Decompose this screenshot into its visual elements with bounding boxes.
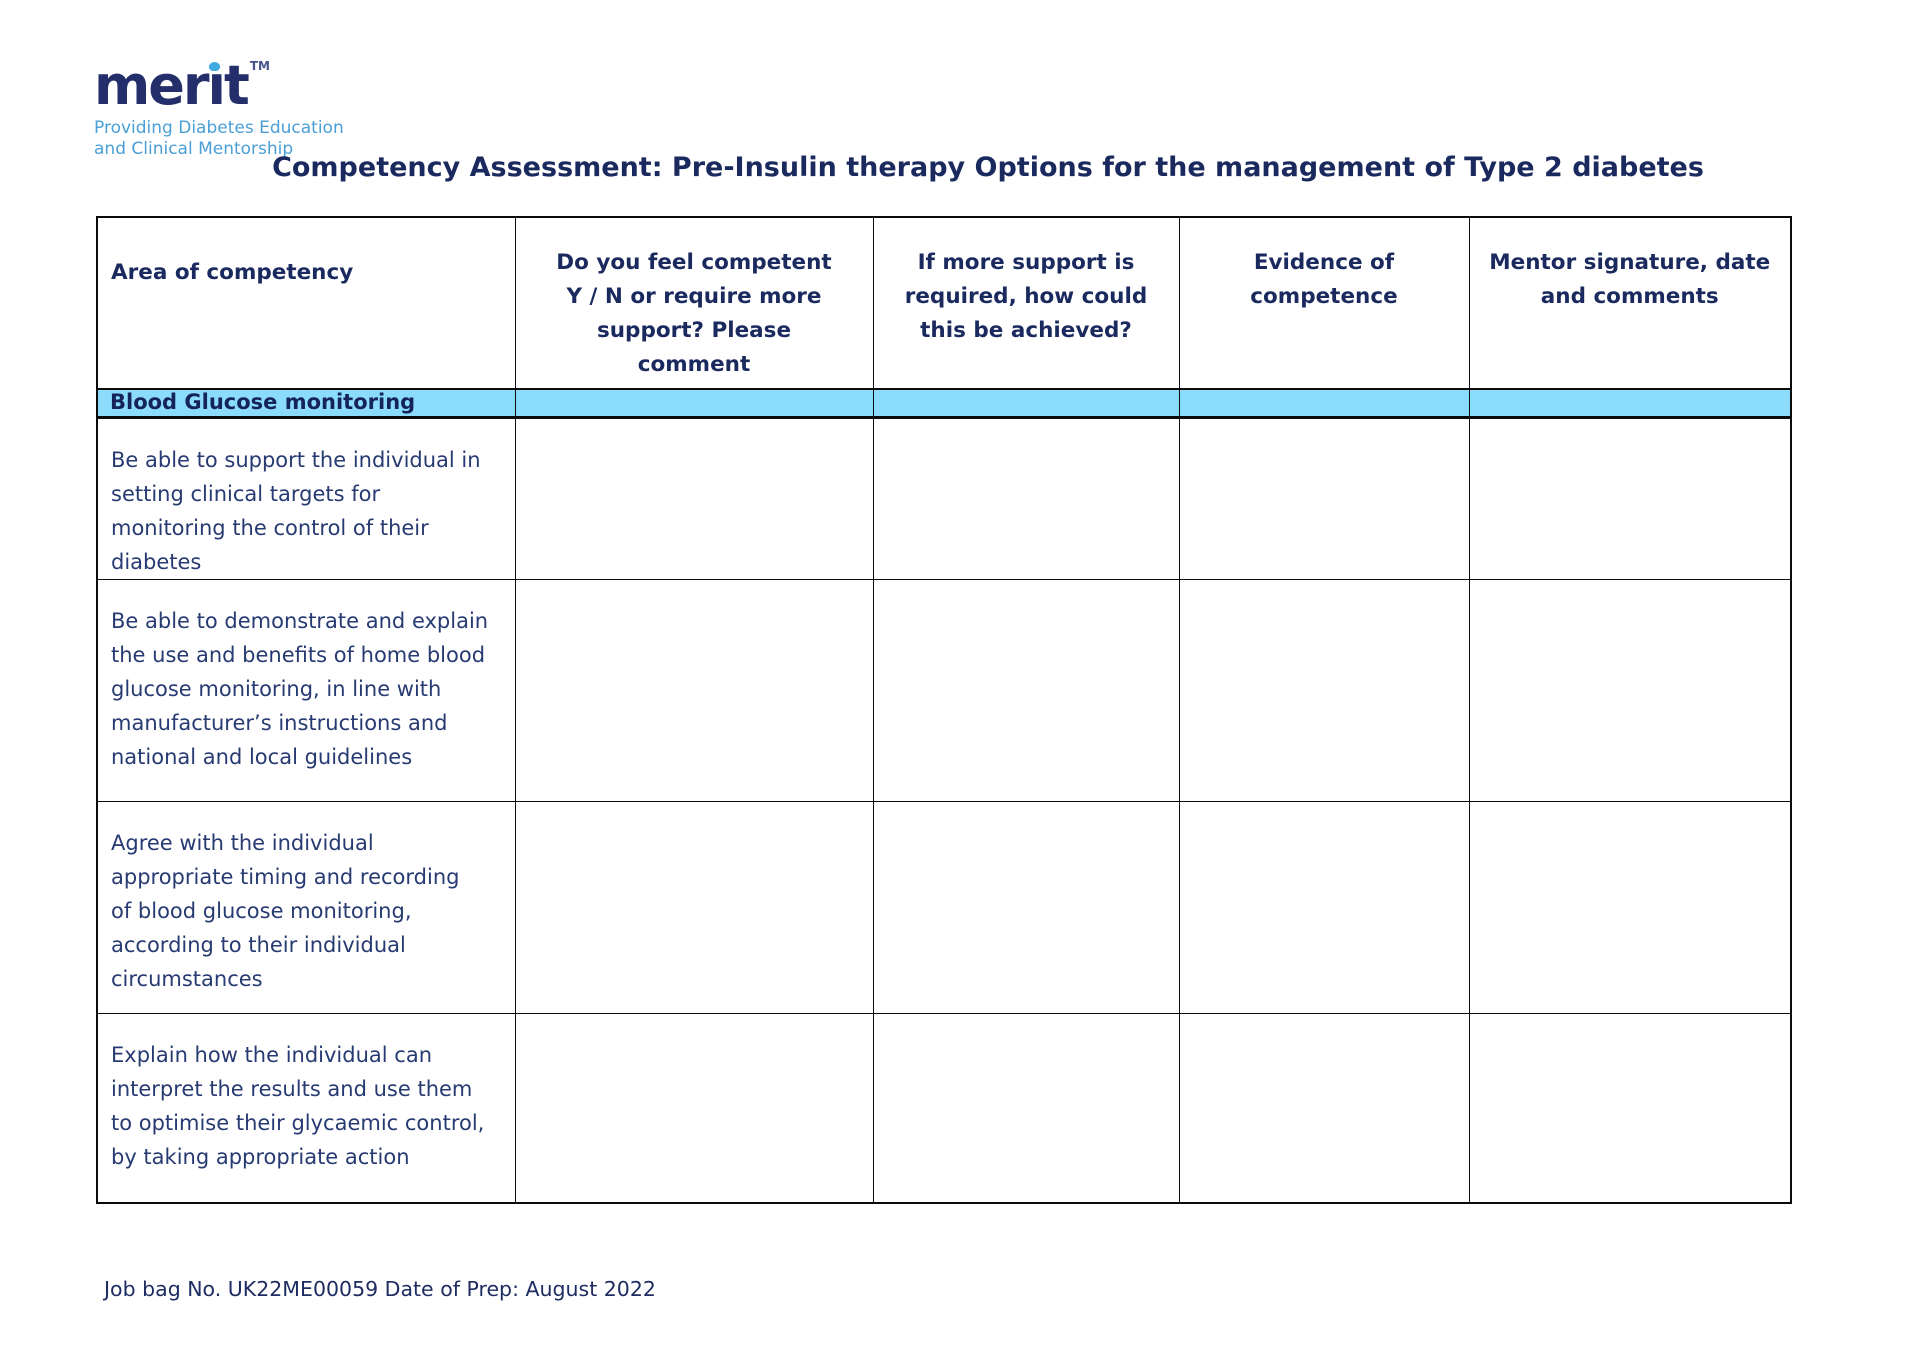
merit-logo: merı t TM Providing Diabetes Education and… — [94, 56, 344, 160]
empty-response-cell — [872, 1012, 1180, 1204]
header-feel-competent: Do you feel competent Y / N or require m… — [514, 216, 874, 390]
empty-response-cell — [1468, 1012, 1792, 1204]
logo-tagline: Providing Diabetes Education and Clinica… — [94, 118, 344, 160]
competency-text: Explain how the individual can interpret… — [96, 1012, 516, 1204]
logo-letter-i: ı — [208, 56, 226, 115]
competency-text: Be able to support the individual in set… — [96, 416, 516, 580]
logo-text-mer: mer — [94, 54, 210, 117]
competency-text: Agree with the individual appropriate ti… — [96, 800, 516, 1014]
section-row-blood-glucose: Blood Glucose monitoring — [96, 388, 1792, 419]
empty-response-cell — [514, 578, 874, 802]
page-title: Competency Assessment: Pre-Insulin thera… — [272, 152, 1704, 183]
merit-logo-wordmark: merı t TM — [94, 56, 344, 115]
empty-response-cell — [1178, 416, 1470, 580]
job-bag-footer: Job bag No. UK22ME00059 Date of Prep: Au… — [104, 1277, 656, 1301]
competency-text: Be able to demonstrate and explain the u… — [96, 578, 516, 802]
empty-response-cell — [1468, 416, 1792, 580]
section-title: Blood Glucose monitoring — [96, 388, 516, 419]
empty-response-cell — [514, 416, 874, 580]
table-row: Explain how the individual can interpret… — [96, 1012, 1792, 1204]
table-row: Be able to support the individual in set… — [96, 416, 1792, 580]
empty-response-cell — [1178, 578, 1470, 802]
section-empty-cell — [514, 388, 874, 419]
empty-response-cell — [872, 578, 1180, 802]
table-header-row: Area of competency Do you feel competent… — [96, 216, 1792, 390]
empty-response-cell — [872, 416, 1180, 580]
logo-i-dot-icon — [208, 62, 220, 71]
empty-response-cell — [872, 800, 1180, 1014]
section-empty-cell — [1468, 388, 1792, 419]
competency-table: Area of competency Do you feel competent… — [96, 216, 1792, 1204]
empty-response-cell — [514, 800, 874, 1014]
section-empty-cell — [872, 388, 1180, 419]
header-mentor-signature: Mentor signature, date and comments — [1468, 216, 1792, 390]
logo-text-t: t — [224, 54, 250, 117]
empty-response-cell — [514, 1012, 874, 1204]
empty-response-cell — [1468, 578, 1792, 802]
header-more-support: If more support is required, how could t… — [872, 216, 1180, 390]
empty-response-cell — [1468, 800, 1792, 1014]
empty-response-cell — [1178, 1012, 1470, 1204]
table-row: Be able to demonstrate and explain the u… — [96, 578, 1792, 802]
table-row: Agree with the individual appropriate ti… — [96, 800, 1792, 1014]
header-evidence: Evidence of competence — [1178, 216, 1470, 390]
section-empty-cell — [1178, 388, 1470, 419]
header-area-of-competency: Area of competency — [96, 216, 516, 390]
trademark-symbol: TM — [249, 59, 271, 73]
empty-response-cell — [1178, 800, 1470, 1014]
